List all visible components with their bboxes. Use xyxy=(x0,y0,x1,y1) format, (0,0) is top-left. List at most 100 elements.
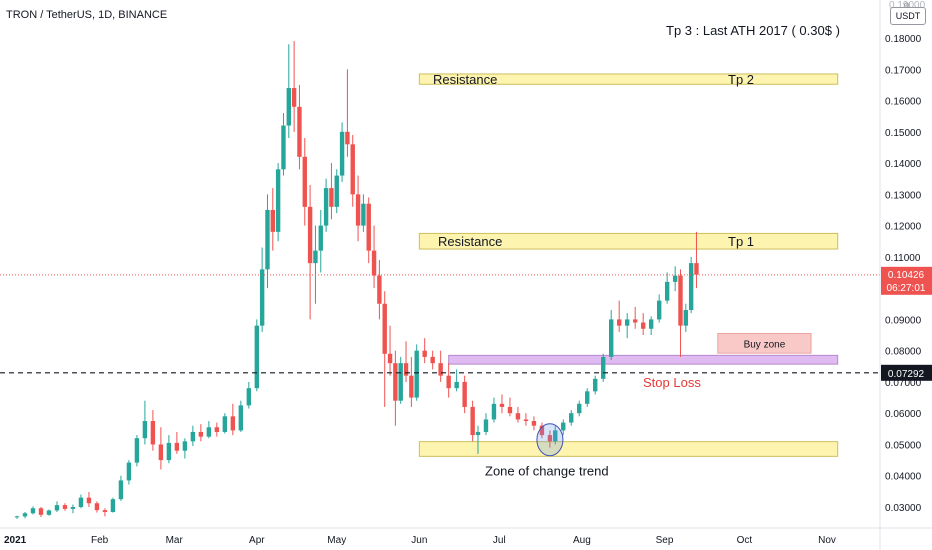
candle xyxy=(22,512,28,519)
stop-loss-label: Stop Loss xyxy=(643,375,701,390)
resistance-mid-label: Resistance xyxy=(438,234,502,249)
candle xyxy=(142,400,148,445)
time-tick: May xyxy=(327,535,346,546)
candle xyxy=(523,413,529,426)
candle xyxy=(491,397,497,423)
candle xyxy=(329,163,334,220)
time-tick: Feb xyxy=(91,535,109,546)
candle xyxy=(62,503,68,511)
price-tick: 0.16000 xyxy=(885,97,922,108)
candle xyxy=(198,424,204,442)
candle xyxy=(398,356,403,404)
candle xyxy=(377,259,382,320)
candle xyxy=(648,316,654,336)
candle xyxy=(483,413,489,436)
candle xyxy=(70,504,76,514)
settings-icon[interactable]: ⚙ xyxy=(903,1,911,10)
candle xyxy=(297,84,302,170)
price-tick: 0.08000 xyxy=(885,347,922,358)
candle xyxy=(190,425,196,447)
candle xyxy=(678,269,683,357)
candle xyxy=(656,294,662,323)
candle xyxy=(683,303,689,332)
time-tick: Mar xyxy=(166,535,184,546)
time-tick: Aug xyxy=(573,535,591,546)
time-tick: Jul xyxy=(493,535,506,546)
candle xyxy=(313,225,318,304)
candle xyxy=(664,272,670,304)
tp2-label: Tp 2 xyxy=(728,72,754,87)
candle xyxy=(531,416,537,431)
candle xyxy=(361,194,366,232)
candle xyxy=(350,134,355,207)
candle xyxy=(382,291,387,407)
time-tick: Oct xyxy=(737,535,753,546)
buy-zone-label: Buy zone xyxy=(744,339,786,350)
key-level-value: 0.07292 xyxy=(888,369,925,380)
candle xyxy=(609,310,614,361)
zone-resistance-tp1 xyxy=(418,232,839,250)
candle xyxy=(94,501,100,513)
candle xyxy=(323,178,329,232)
key-level-badge xyxy=(881,364,932,381)
time-tick: Sep xyxy=(656,535,674,546)
candle xyxy=(462,375,467,414)
candle xyxy=(54,501,60,513)
candle xyxy=(206,421,212,439)
candle xyxy=(134,435,140,467)
candle xyxy=(446,363,451,398)
candle xyxy=(38,507,44,518)
price-tick: 0.03000 xyxy=(885,503,922,514)
candle xyxy=(507,397,513,417)
candle xyxy=(355,175,361,242)
candle xyxy=(515,406,521,423)
tp1-label: Tp 1 xyxy=(728,234,754,249)
candle xyxy=(307,184,313,320)
candle xyxy=(158,427,164,470)
candle xyxy=(78,494,84,509)
candle xyxy=(371,225,377,289)
zone-change-trend-label: Zone of change trend xyxy=(485,463,609,478)
circle-marker xyxy=(536,423,564,457)
candle xyxy=(585,388,590,407)
candle xyxy=(616,300,622,332)
candle xyxy=(539,422,545,439)
candles xyxy=(14,41,699,519)
candle xyxy=(302,138,307,226)
last-price-value: 0.10426 xyxy=(888,270,925,281)
candle xyxy=(393,350,398,426)
candle xyxy=(238,400,244,432)
candle xyxy=(470,400,475,442)
candle xyxy=(30,506,36,515)
candle xyxy=(222,413,228,434)
candle xyxy=(553,425,558,445)
zone-resistance-tp2 xyxy=(418,73,839,85)
candle xyxy=(430,350,435,370)
price-tick: 0.13000 xyxy=(885,190,922,201)
candle xyxy=(86,491,92,507)
candle xyxy=(102,508,108,517)
candle xyxy=(110,497,116,513)
candle xyxy=(577,400,582,417)
candle xyxy=(150,410,156,451)
candle xyxy=(118,475,124,501)
candle xyxy=(454,369,459,392)
candle xyxy=(593,375,598,395)
currency-badge[interactable]: USDT xyxy=(890,7,926,25)
candle xyxy=(632,306,638,329)
candle xyxy=(182,438,188,459)
time-tick: Nov xyxy=(818,535,836,546)
price-zones xyxy=(418,73,839,457)
candle xyxy=(475,425,481,454)
candle xyxy=(422,338,427,364)
time-axis: 2021 Feb Mar Apr May Jun Jul Aug Sep Oct Nov xyxy=(0,527,932,546)
symbol-title: TRON / TetherUS, 1D, BINANCE xyxy=(6,9,168,21)
price-tick: 0.17000 xyxy=(885,65,922,76)
tp3-annotation: Tp 3 : Last ATH 2017 ( 0.30$ ) xyxy=(666,23,840,38)
candle xyxy=(259,247,265,332)
candle xyxy=(14,515,20,519)
candle xyxy=(561,419,566,436)
zone-support-band xyxy=(448,354,839,365)
candle xyxy=(166,435,172,464)
